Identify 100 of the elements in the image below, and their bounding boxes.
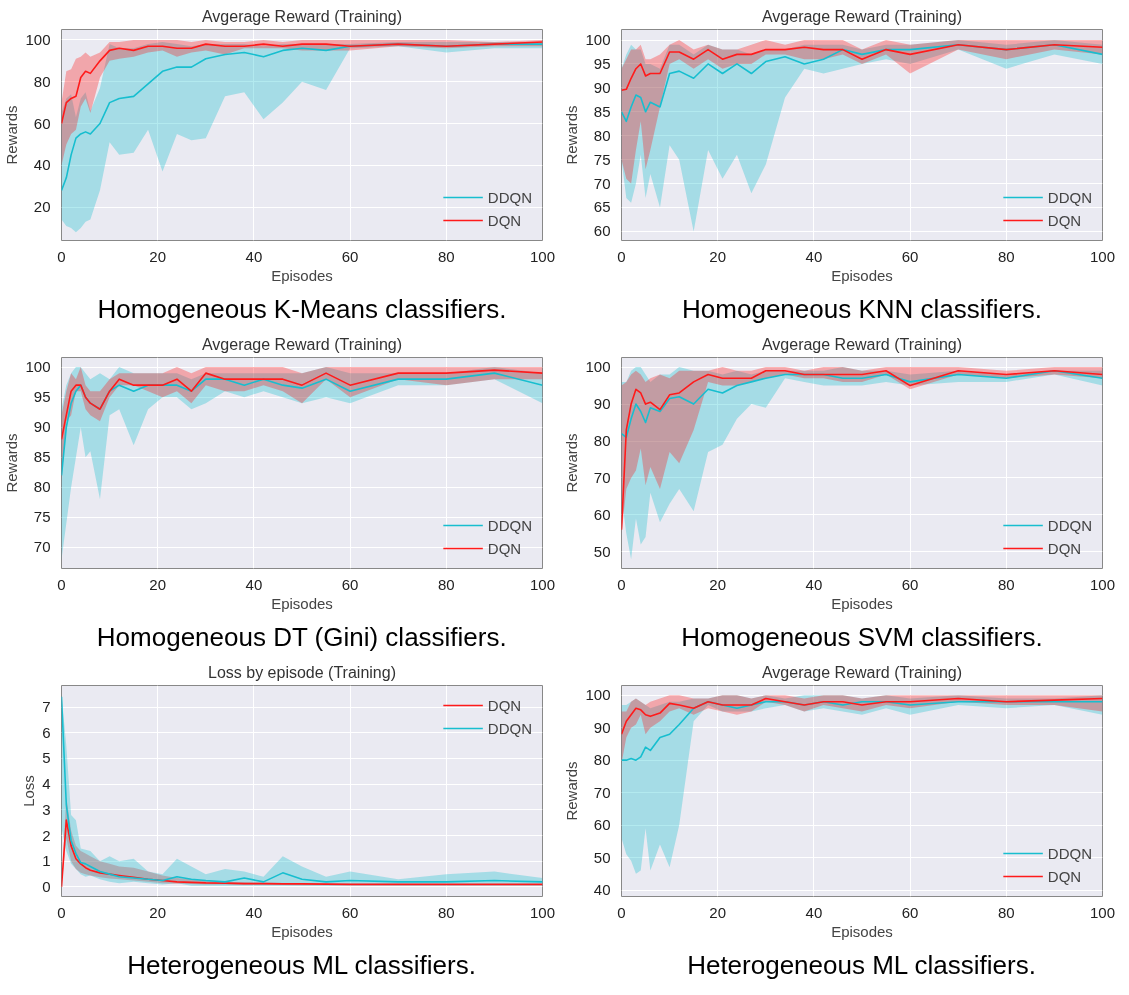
legend-label: DQN <box>487 211 522 229</box>
x-tick-label: 60 <box>901 903 919 921</box>
y-axis-title: Rewards <box>563 105 581 165</box>
y-tick-label: 80 <box>33 72 51 90</box>
y-tick-label: 100 <box>585 358 611 376</box>
x-axis-title: Episodes <box>271 266 333 284</box>
y-tick-label: 60 <box>593 505 611 523</box>
y-tick-label: 80 <box>593 432 611 450</box>
x-tick-label: 100 <box>1089 575 1116 593</box>
y-tick-label: 100 <box>25 358 51 376</box>
y-tick-label: 80 <box>593 751 611 769</box>
y-axis-title: Rewards <box>563 761 581 821</box>
y-tick-label: 70 <box>33 538 51 556</box>
text: Homogeneous DT (Gini) classifiers. <box>96 621 507 652</box>
y-tick-label: 20 <box>33 198 51 216</box>
chart-title: Avgerage Reward (Training) <box>201 7 403 25</box>
y-tick-label: 7 <box>42 698 51 716</box>
legend-label: DDQN <box>487 188 532 206</box>
y-tick-label: 70 <box>593 783 611 801</box>
y-tick-label: 70 <box>593 468 611 486</box>
text: Heterogeneous ML classifiers. <box>127 949 476 980</box>
legend-label: DQN <box>487 539 522 557</box>
y-tick-label: 2 <box>42 826 51 844</box>
legend-label: DDQN <box>487 719 532 737</box>
x-tick-label: 20 <box>149 247 167 265</box>
chart-title: Avgerage Reward (Training) <box>761 7 963 25</box>
y-tick-label: 90 <box>593 395 611 413</box>
text: Heterogeneous ML classifiers. <box>687 949 1036 980</box>
y-tick-label: 50 <box>593 848 611 866</box>
y-axis-title: Rewards <box>3 105 21 165</box>
y-axis-title: Loss <box>20 775 38 807</box>
y-tick-label: 3 <box>42 800 51 818</box>
x-tick-label: 100 <box>1089 247 1116 265</box>
x-axis-title: Episodes <box>271 922 333 940</box>
y-tick-label: 90 <box>593 78 611 96</box>
legend-label: DQN <box>487 696 522 714</box>
y-tick-label: 75 <box>593 150 611 168</box>
y-axis-title: Rewards <box>3 433 21 493</box>
x-tick-label: 60 <box>341 575 359 593</box>
y-tick-label: 60 <box>593 222 611 240</box>
y-tick-label: 1 <box>42 852 51 870</box>
y-tick-label: 5 <box>42 749 51 767</box>
x-tick-label: 40 <box>805 247 823 265</box>
y-tick-label: 4 <box>42 775 51 793</box>
x-tick-label: 60 <box>901 575 919 593</box>
y-tick-label: 80 <box>593 126 611 144</box>
y-tick-label: 100 <box>585 686 611 704</box>
y-tick-label: 60 <box>33 114 51 132</box>
x-tick-label: 60 <box>341 247 359 265</box>
x-tick-label: 60 <box>341 903 359 921</box>
y-tick-label: 0 <box>42 877 51 895</box>
text: Homogeneous KNN classifiers. <box>682 293 1042 324</box>
x-tick-label: 100 <box>529 575 556 593</box>
y-tick-label: 60 <box>593 816 611 834</box>
legend-label: DDQN <box>487 516 532 534</box>
x-tick-label: 100 <box>529 903 556 921</box>
x-axis-title: Episodes <box>831 594 893 612</box>
legend-label: DQN <box>1047 539 1082 557</box>
x-tick-label: 0 <box>617 247 626 265</box>
y-tick-label: 95 <box>593 54 611 72</box>
x-tick-label: 40 <box>805 903 823 921</box>
y-tick-label: 90 <box>33 418 51 436</box>
x-tick-label: 40 <box>805 575 823 593</box>
x-tick-label: 100 <box>1089 903 1116 921</box>
y-tick-label: 80 <box>33 478 51 496</box>
x-tick-label: 80 <box>437 903 455 921</box>
text: Homogeneous K-Means classifiers. <box>97 293 507 324</box>
y-axis-title: Rewards <box>563 433 581 493</box>
x-tick-label: 60 <box>901 247 919 265</box>
x-tick-label: 80 <box>997 575 1015 593</box>
y-tick-label: 90 <box>593 718 611 736</box>
x-tick-label: 0 <box>617 903 626 921</box>
legend-label: DQN <box>1047 211 1082 229</box>
x-tick-label: 80 <box>997 247 1015 265</box>
chart-title: Avgerage Reward (Training) <box>201 335 403 353</box>
legend-label: DDQN <box>1047 188 1092 206</box>
x-tick-label: 40 <box>245 903 263 921</box>
x-tick-label: 20 <box>709 247 727 265</box>
legend-label: DDQN <box>1047 844 1092 862</box>
y-tick-label: 100 <box>25 30 51 48</box>
x-tick-label: 40 <box>245 247 263 265</box>
x-tick-label: 20 <box>149 575 167 593</box>
x-tick-label: 20 <box>149 903 167 921</box>
y-tick-label: 50 <box>593 542 611 560</box>
x-tick-label: 80 <box>437 247 455 265</box>
y-tick-label: 95 <box>33 388 51 406</box>
x-axis-title: Episodes <box>831 266 893 284</box>
x-tick-label: 80 <box>997 903 1015 921</box>
x-tick-label: 80 <box>437 575 455 593</box>
legend-label: DQN <box>1047 867 1082 885</box>
y-tick-label: 40 <box>593 881 611 899</box>
y-tick-label: 100 <box>585 31 611 49</box>
y-tick-label: 85 <box>33 448 51 466</box>
x-axis-title: Episodes <box>831 922 893 940</box>
legend-label: DDQN <box>1047 516 1092 534</box>
y-tick-label: 65 <box>593 198 611 216</box>
y-tick-label: 85 <box>593 102 611 120</box>
x-tick-label: 40 <box>245 575 263 593</box>
x-tick-label: 0 <box>57 903 66 921</box>
y-tick-label: 40 <box>33 156 51 174</box>
